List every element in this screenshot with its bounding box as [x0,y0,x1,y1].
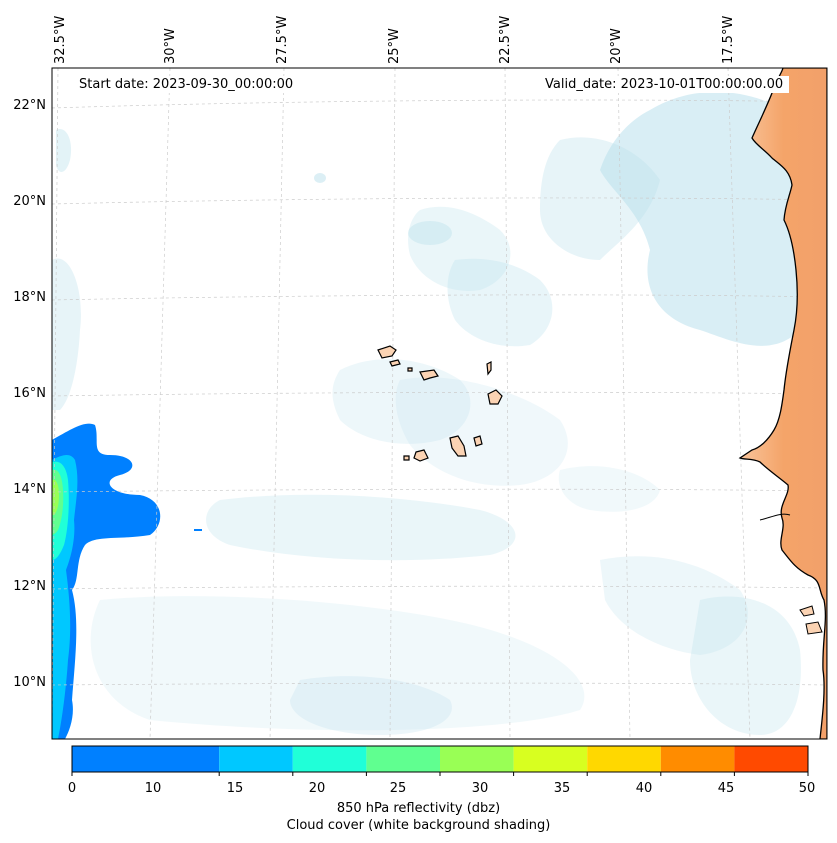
latitude-label: 16°N [13,386,46,401]
latitude-label: 12°N [13,579,46,594]
longitude-label: 30°W [163,28,178,64]
colorbar-segment [660,746,735,772]
sao-vicente-island [389,359,401,367]
map-frame [51,67,828,740]
colorbar-tick-label: 0 [67,781,77,796]
cape-verde-islands [377,345,503,462]
colorbar-segment [587,746,661,772]
africa-land [738,68,827,739]
longitude-label: 22.5°W [498,15,513,64]
colorbar-segment [440,746,514,772]
colorbar-tick-label: 20 [308,781,326,796]
latitude-label: 10°N [13,675,46,690]
colorbar-segment [366,746,440,772]
colorbar-tick-label: 15 [226,781,244,796]
latitude-label: 22°N [13,98,46,113]
santa-luzia-island [407,367,413,372]
colorbar-segment [513,746,588,772]
sao-nicolau-island [419,369,439,381]
colorbar-tick-label: 45 [717,781,735,796]
colorbar-tick-label: 35 [553,781,571,796]
colorbar-segment [734,746,808,772]
start-date-annotation: Start date: 2023-09-30_00:00:00 [73,76,300,93]
colorbar-segment [292,746,367,772]
colorbar-tick-label: 10 [144,781,162,796]
gambia-river [759,513,791,521]
fogo-island [413,449,429,462]
colorbar-sublabel: Cloud cover (white background shading) [286,818,551,833]
colorbar-tick-label: 50 [798,781,816,796]
colorbar-tick-label: 40 [635,781,653,796]
colorbar-label: 850 hPa reflectivity (dbz) [336,801,501,816]
latitude-label: 20°N [13,194,46,209]
longitude-label: 17.5°W [721,15,736,64]
cloud-cover-shading [52,91,801,735]
latitude-label: 14°N [13,482,46,497]
santo-antao-island [377,345,397,359]
valid-date-annotation: Valid_date: 2023-10-01T00:00:00.00 [539,76,790,93]
colorbar [71,745,809,776]
latitude-label: 18°N [13,290,46,305]
longitude-label: 27.5°W [275,15,290,64]
boa-vista-island [487,389,503,405]
brava-island [403,455,410,461]
maio-island [473,435,483,447]
longitude-label: 20°W [609,28,624,64]
colorbar-segment [72,746,220,772]
gridlines [52,68,827,739]
longitude-label: 32.5°W [53,15,68,64]
bijagos-islands [799,605,823,635]
santiago-island [449,435,467,457]
sal-island [486,361,492,376]
colorbar-tick-label: 25 [389,781,407,796]
colorbar-tick-label: 30 [471,781,489,796]
colorbar-segment [219,746,293,772]
reflectivity-shading [52,423,202,739]
longitude-label: 25°W [387,28,402,64]
